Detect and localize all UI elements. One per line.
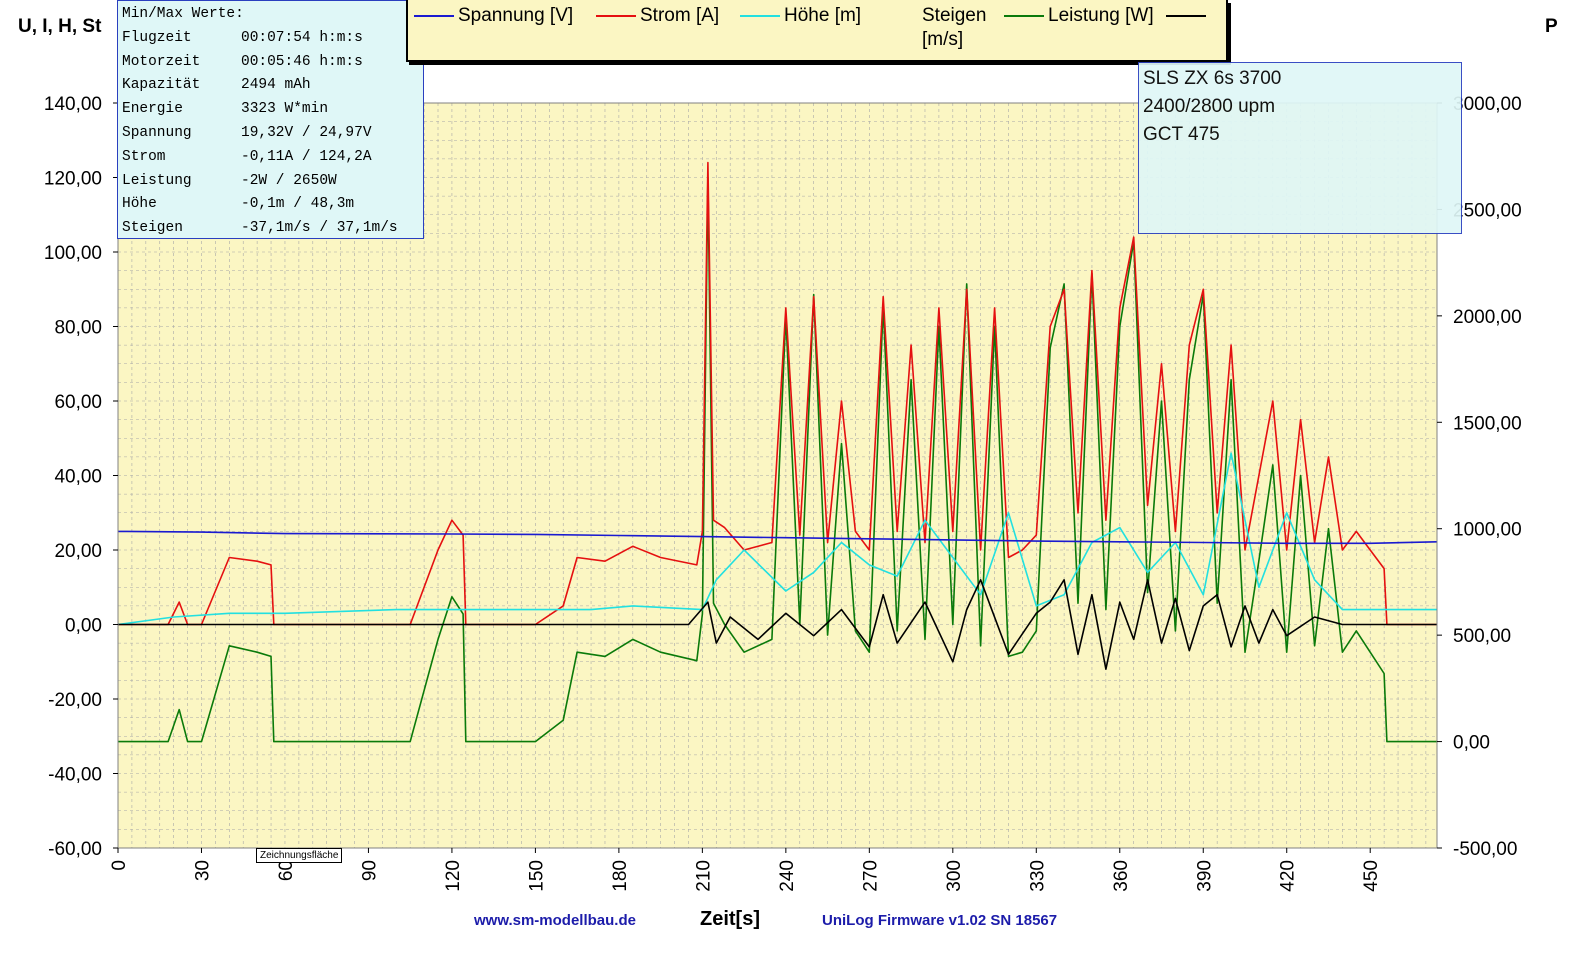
right-axis-title: P xyxy=(1545,16,1558,37)
x-tick-label: 300 xyxy=(944,860,965,892)
x-tick-label: 210 xyxy=(693,860,714,892)
legend-swatch-steigen xyxy=(1165,15,1206,17)
axes: 140,00 120,00 100,00 80,00 60,00 40,00 20,00 0,… xyxy=(44,94,1522,892)
stats-label: Steigen xyxy=(122,220,183,237)
y-tick-label-left: 60,00 xyxy=(54,392,102,413)
x-tick-label: 90 xyxy=(359,860,380,881)
stats-value: 00:05:46 h:m:s xyxy=(241,53,363,70)
legend-item-steigen[interactable]: Steigen [m/s] xyxy=(922,4,1002,52)
y-tick-label-right: -500,00 xyxy=(1453,839,1517,860)
info-line: GCT 475 xyxy=(1143,124,1220,145)
y-tick-label-right: 500,00 xyxy=(1453,626,1511,647)
left-axis-title: U, I, H, St xyxy=(18,16,102,37)
x-tick-label: 180 xyxy=(610,860,631,892)
website-link[interactable]: www.sm-modellbau.de xyxy=(474,912,636,929)
y-tick-label-left: -20,00 xyxy=(48,690,102,711)
legend-label: Spannung [V] xyxy=(458,5,574,26)
stats-value: -37,1m/s / 37,1m/s xyxy=(241,220,398,237)
stats-value: 3323 W*min xyxy=(241,101,329,118)
x-tick-label: 120 xyxy=(443,860,464,892)
stats-row: Steigen -37,1m/s / 37,1m/s xyxy=(122,217,423,241)
stats-value: -0,11A / 124,2A xyxy=(241,148,372,165)
stats-value: -0,1m / 48,3m xyxy=(241,196,355,213)
stats-value: -2W / 2650W xyxy=(241,172,337,189)
x-tick-label: 150 xyxy=(526,860,547,892)
y-tick-label-left: 140,00 xyxy=(44,94,102,115)
stats-label: Motorzeit xyxy=(122,53,201,70)
y-tick-label-left: -40,00 xyxy=(48,765,102,786)
y-tick-label-left: -60,00 xyxy=(48,839,102,860)
info-line: SLS ZX 6s 3700 xyxy=(1143,68,1282,89)
stats-row: Energie 3323 W*min xyxy=(122,98,423,122)
stats-row: Motorzeit 00:05:46 h:m:s xyxy=(122,51,423,75)
stats-row: Strom -0,11A / 124,2A xyxy=(122,146,423,170)
x-tick-label: 60 xyxy=(276,860,297,881)
y-tick-label-right: 1000,00 xyxy=(1453,520,1522,541)
legend-label: Strom [A] xyxy=(640,5,720,26)
legend-swatch xyxy=(1004,15,1044,17)
stats-row: Flugzeit 00:07:54 h:m:s xyxy=(122,27,423,51)
x-tick-label: 270 xyxy=(860,860,881,892)
y-tick-label-left: 80,00 xyxy=(54,318,102,339)
x-axis-label: Zeit[s] xyxy=(700,908,760,930)
info-line: 2400/2800 upm xyxy=(1143,96,1276,117)
stats-value: 2494 mAh xyxy=(241,77,311,94)
y-tick-label-left: 0,00 xyxy=(65,616,102,637)
stats-title: Min/Max Werte: xyxy=(122,6,244,22)
y-tick-label-left: 120,00 xyxy=(44,169,102,190)
legend-item-strom[interactable]: Strom [A] xyxy=(596,4,719,28)
legend[interactable]: Spannung [V] Strom [A] Höhe [m] Steigen … xyxy=(406,0,1228,62)
series-line-spannung[interactable] xyxy=(117,530,1438,545)
y-tick-label-right: 2500,00 xyxy=(1453,200,1522,221)
y-tick-label-right: 2000,00 xyxy=(1453,307,1522,328)
x-tick-label: 0 xyxy=(109,860,130,871)
y-tick-label-left: 40,00 xyxy=(54,467,102,488)
y-tick-label-right: 0,00 xyxy=(1453,733,1490,754)
stats-row: Kapazität 2494 mAh xyxy=(122,74,423,98)
series-line-höhe[interactable] xyxy=(117,452,1437,626)
series-line-strom[interactable] xyxy=(118,161,1437,626)
stats-label: Höhe xyxy=(122,196,157,213)
legend-label: Leistung [W] xyxy=(1048,5,1154,26)
stats-label: Flugzeit xyxy=(122,29,192,46)
stats-row: Leistung -2W / 2650W xyxy=(122,170,423,194)
stats-label: Kapazität xyxy=(122,77,201,94)
x-tick-label: 240 xyxy=(777,860,798,892)
legend-swatch xyxy=(596,15,636,17)
x-tick-label: 390 xyxy=(1194,860,1215,892)
legend-item-hoehe[interactable]: Höhe [m] xyxy=(740,4,861,28)
y-tick-label-right: 1500,00 xyxy=(1453,413,1522,434)
stats-label: Spannung xyxy=(122,124,192,141)
series-line-steigen[interactable] xyxy=(118,578,1437,671)
x-tick-label: 360 xyxy=(1111,860,1132,892)
legend-swatch xyxy=(414,15,454,17)
y-tick-label-left: 100,00 xyxy=(44,243,102,264)
legend-item-leistung[interactable]: Leistung [W] xyxy=(1004,4,1210,28)
firmware-label: UniLog Firmware v1.02 SN 18567 xyxy=(822,912,1058,929)
stats-label: Energie xyxy=(122,101,183,118)
legend-item-spannung[interactable]: Spannung [V] xyxy=(414,4,573,28)
legend-swatch xyxy=(740,15,780,17)
stats-value: 19,32V / 24,97V xyxy=(241,124,372,141)
x-tick-label: 330 xyxy=(1027,860,1048,892)
y-tick-label-left: 20,00 xyxy=(54,541,102,562)
series-group xyxy=(117,161,1438,743)
info-box[interactable]: SLS ZX 6s 3700 2400/2800 upm GCT 475 xyxy=(1138,62,1462,234)
legend-label: Steigen [m/s] xyxy=(922,5,987,50)
series-line-leistung[interactable] xyxy=(118,176,1437,743)
x-tick-label: 420 xyxy=(1278,860,1299,892)
tooltip: Zeichnungsfläche xyxy=(256,848,343,863)
stats-row: Spannung 19,32V / 24,97V xyxy=(122,122,423,146)
stats-label: Leistung xyxy=(122,172,192,189)
legend-label: Höhe [m] xyxy=(784,5,862,26)
x-tick-label: 30 xyxy=(192,860,213,881)
y-tick-label-right: 3000,00 xyxy=(1453,94,1522,115)
stats-value: 00:07:54 h:m:s xyxy=(241,29,363,46)
stats-label: Strom xyxy=(122,148,166,165)
minmax-stats-box[interactable]: Min/Max Werte: Flugzeit 00:07:54 h:m:s Mo… xyxy=(117,0,424,239)
x-tick-label: 450 xyxy=(1361,860,1382,892)
stats-row: Höhe -0,1m / 48,3m xyxy=(122,193,423,217)
